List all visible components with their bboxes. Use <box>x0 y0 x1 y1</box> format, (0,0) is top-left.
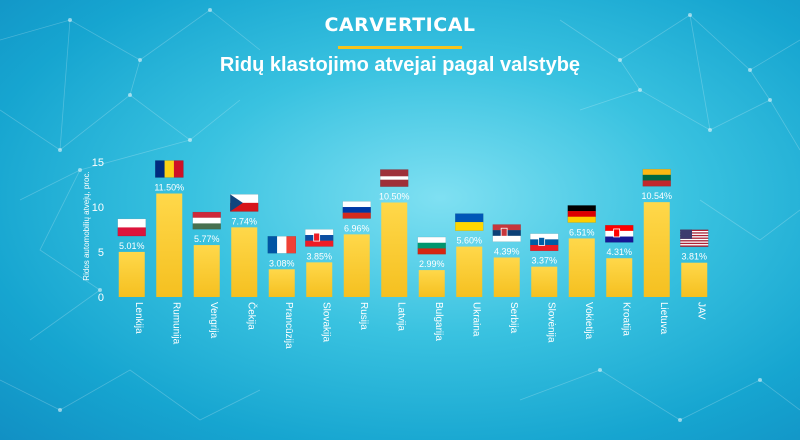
value-label: 6.51% <box>569 227 595 237</box>
slovenia-flag-icon <box>530 233 559 251</box>
chart-title: Ridų klastojimo atvejai pagal valstybę <box>219 54 581 76</box>
bar-15 <box>643 202 670 297</box>
czech-flag-icon <box>230 194 259 212</box>
x-tick-label: Lietuva <box>658 302 669 335</box>
bar-5 <box>268 269 295 297</box>
y-tick-label: 10 <box>92 202 104 214</box>
bar-11 <box>493 257 520 297</box>
x-tick-label: Slovėnija <box>545 302 556 343</box>
value-label: 3.37% <box>531 256 557 266</box>
bar-3 <box>193 245 220 297</box>
x-tick-label: Ukraina <box>470 302 481 337</box>
value-label: 3.81% <box>681 252 707 262</box>
x-tick-label: Vengrija <box>208 302 219 339</box>
value-label: 3.08% <box>269 258 295 268</box>
value-label: 7.74% <box>231 216 257 226</box>
latvia-flag-icon <box>380 169 409 187</box>
y-tick-label: 0 <box>98 292 104 304</box>
bar-12 <box>531 266 558 297</box>
bar-2 <box>156 193 183 297</box>
value-label: 2.99% <box>419 259 445 269</box>
bar-10 <box>456 246 483 297</box>
lithuania-flag-icon <box>642 168 671 187</box>
value-label: 4.39% <box>494 246 520 256</box>
value-label: 5.01% <box>119 241 145 251</box>
hungary-flag-icon <box>192 211 221 230</box>
value-label: 10.50% <box>379 192 410 202</box>
bar-1 <box>118 251 145 297</box>
y-tick-label: 5 <box>98 247 104 259</box>
x-tick-label: Prancūzija <box>283 302 294 349</box>
poland-flag-icon <box>117 218 146 237</box>
x-tick-label: Kroatija <box>620 302 631 336</box>
bar-7 <box>343 234 370 297</box>
x-tick-label: Vokietija <box>583 302 594 340</box>
x-tick-label: JAV <box>695 302 706 320</box>
russia-flag-icon <box>342 201 371 219</box>
bar-4 <box>231 227 258 297</box>
bar-14 <box>606 258 633 297</box>
value-label: 4.31% <box>606 247 632 257</box>
value-label: 3.85% <box>306 251 332 261</box>
brand-logo: CARVERTICAL <box>324 14 476 36</box>
france-flag-icon <box>267 236 296 254</box>
croatia-flag-icon <box>605 224 634 243</box>
x-tick-label: Rumunija <box>170 302 181 345</box>
value-label: 5.77% <box>194 234 220 244</box>
bar-8 <box>381 202 408 297</box>
x-tick-label: Bulgarija <box>433 302 444 341</box>
x-tick-label: Čekija <box>245 302 258 330</box>
value-label: 11.50% <box>154 183 184 193</box>
bar-16 <box>681 262 708 297</box>
x-tick-label: Serbija <box>508 302 519 334</box>
value-label: 10.54% <box>641 191 672 201</box>
ukraine-flag-icon <box>455 213 484 231</box>
bar-6 <box>306 262 333 297</box>
x-tick-label: Slovakija <box>320 302 331 342</box>
x-tick-label: Rusija <box>358 302 369 330</box>
x-tick-label: Lenkija <box>133 302 144 334</box>
bar-9 <box>418 270 445 297</box>
value-label: 5.60% <box>456 236 482 246</box>
value-label: 6.96% <box>344 223 370 233</box>
bulgaria-flag-icon <box>417 236 446 255</box>
serbia-flag-icon <box>492 224 521 242</box>
logo-underline <box>338 46 462 49</box>
usa-flag-icon <box>680 229 709 247</box>
y-axis-label: Ridos automobilių atvejų, proc. <box>82 171 91 280</box>
x-tick-label: Latvija <box>395 302 406 331</box>
bar-13 <box>568 238 595 297</box>
slovakia-flag-icon <box>305 229 334 247</box>
y-tick-label: 15 <box>92 157 104 169</box>
germany-flag-icon <box>567 205 596 223</box>
romania-flag-icon <box>155 160 184 178</box>
